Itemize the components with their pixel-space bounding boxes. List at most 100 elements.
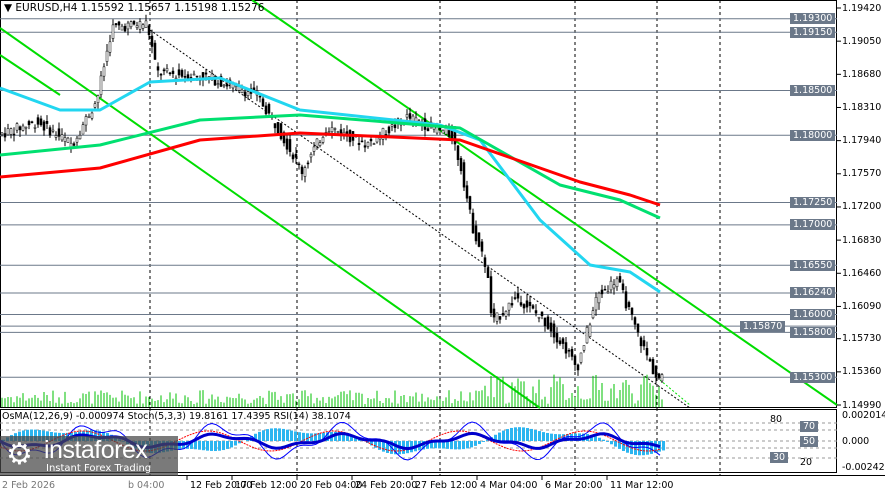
- candle-body: [486, 267, 490, 278]
- candle-body: [597, 292, 601, 304]
- osma-bar: [190, 441, 193, 449]
- channel-line: [0, 27, 541, 409]
- candle-body: [159, 73, 163, 76]
- osma-bar: [498, 432, 501, 441]
- time-tick: 12 Feb 20:00: [190, 480, 253, 491]
- candle-body: [243, 91, 247, 97]
- candle-body: [174, 77, 178, 80]
- candle-body: [294, 153, 298, 158]
- osma-bar: [382, 441, 385, 452]
- candle-body: [660, 374, 664, 382]
- candle-body: [513, 297, 517, 299]
- candle-body: [96, 95, 100, 103]
- osma-bar: [286, 429, 289, 441]
- osma-bar: [526, 428, 529, 441]
- osma-bar: [650, 441, 653, 454]
- candle-body: [453, 130, 457, 145]
- osma-bar: [426, 441, 429, 449]
- candle-body: [45, 121, 49, 124]
- osma-bar: [318, 433, 321, 441]
- candle-body: [213, 76, 217, 86]
- candle-body: [558, 340, 562, 344]
- level-label: 1.15800: [790, 326, 836, 338]
- candle-body: [168, 72, 172, 75]
- candle-body: [60, 134, 64, 141]
- osma-bar: [598, 437, 601, 441]
- osma-bar: [378, 441, 381, 450]
- osma-bar: [226, 441, 229, 449]
- time-tick: 4 Mar 04:00: [480, 480, 538, 491]
- candle-body: [528, 301, 532, 306]
- candle-body: [642, 340, 646, 347]
- candle-body: [312, 146, 316, 152]
- candle-body: [69, 142, 73, 148]
- candle-body: [393, 124, 397, 129]
- candle-body: [543, 317, 547, 327]
- price-tick: 1.15360: [842, 366, 882, 378]
- osma-bar: [294, 431, 297, 441]
- candle-body: [66, 137, 70, 143]
- candle-body: [531, 305, 535, 309]
- level-label: 1.19150: [790, 26, 836, 38]
- candle-body: [72, 143, 76, 146]
- osma-bar: [566, 433, 569, 441]
- level-label: 1.15300: [790, 371, 836, 383]
- osma-bar: [466, 441, 469, 449]
- candle-body: [327, 131, 331, 133]
- candle-body: [150, 35, 154, 47]
- candle-body: [48, 127, 52, 136]
- candle-body: [279, 123, 283, 140]
- indicator-level-label: 20: [800, 456, 813, 468]
- osma-bar: [270, 428, 273, 441]
- osma-bar: [374, 441, 377, 448]
- candle-body: [525, 300, 529, 308]
- candle-body: [81, 124, 85, 135]
- osma-bar: [446, 441, 449, 449]
- candle-body: [21, 125, 25, 131]
- osma-bar: [474, 441, 477, 446]
- candle-body: [594, 297, 598, 311]
- candle-body: [276, 122, 280, 135]
- candle-body: [12, 133, 16, 136]
- osma-bar: [186, 441, 189, 449]
- candle-body: [303, 167, 307, 177]
- candle-body: [573, 355, 577, 365]
- indicator-axis-label: 0.000: [842, 435, 870, 447]
- osma-bar: [614, 441, 617, 447]
- candle-body: [120, 25, 124, 31]
- candle-body: [483, 257, 487, 267]
- main-frame: [0, 0, 837, 408]
- osma-bar: [298, 432, 301, 441]
- osma-bar: [394, 441, 397, 455]
- candle-body: [360, 140, 364, 143]
- osma-bar: [206, 441, 209, 451]
- ma-green-line: [0, 113, 661, 220]
- candle-body: [387, 126, 391, 134]
- candle-body: [366, 142, 370, 147]
- candle-body: [291, 154, 295, 160]
- osma-bar: [514, 427, 517, 441]
- candle-body: [408, 113, 412, 119]
- candle-body: [474, 225, 478, 242]
- osma-bar: [522, 427, 525, 441]
- osma-bar: [370, 441, 373, 446]
- indicator-label: OsMA(12,26,9) -0.000974 Stoch(5,3,3) 19.…: [2, 411, 351, 422]
- triangle-down-icon[interactable]: ▼: [4, 2, 13, 14]
- osma-bar: [194, 441, 197, 450]
- symbol-timeframe: EURUSD,H4: [15, 2, 78, 14]
- candle-body: [57, 128, 61, 137]
- candle-body: [24, 126, 28, 129]
- osma-bar: [470, 441, 473, 448]
- level-label: 1.16240: [790, 287, 836, 299]
- osma-bar: [278, 428, 281, 441]
- candle-body: [300, 166, 304, 175]
- candle-body: [336, 131, 340, 133]
- osma-bar: [642, 441, 645, 456]
- candle-body: [297, 163, 301, 166]
- osma-bar: [610, 441, 613, 445]
- level-label: 1.18000: [790, 129, 836, 141]
- osma-bar: [38, 430, 41, 441]
- candle-body: [477, 232, 481, 247]
- candle-body: [273, 123, 277, 129]
- price-tick: 1.15730: [842, 333, 882, 345]
